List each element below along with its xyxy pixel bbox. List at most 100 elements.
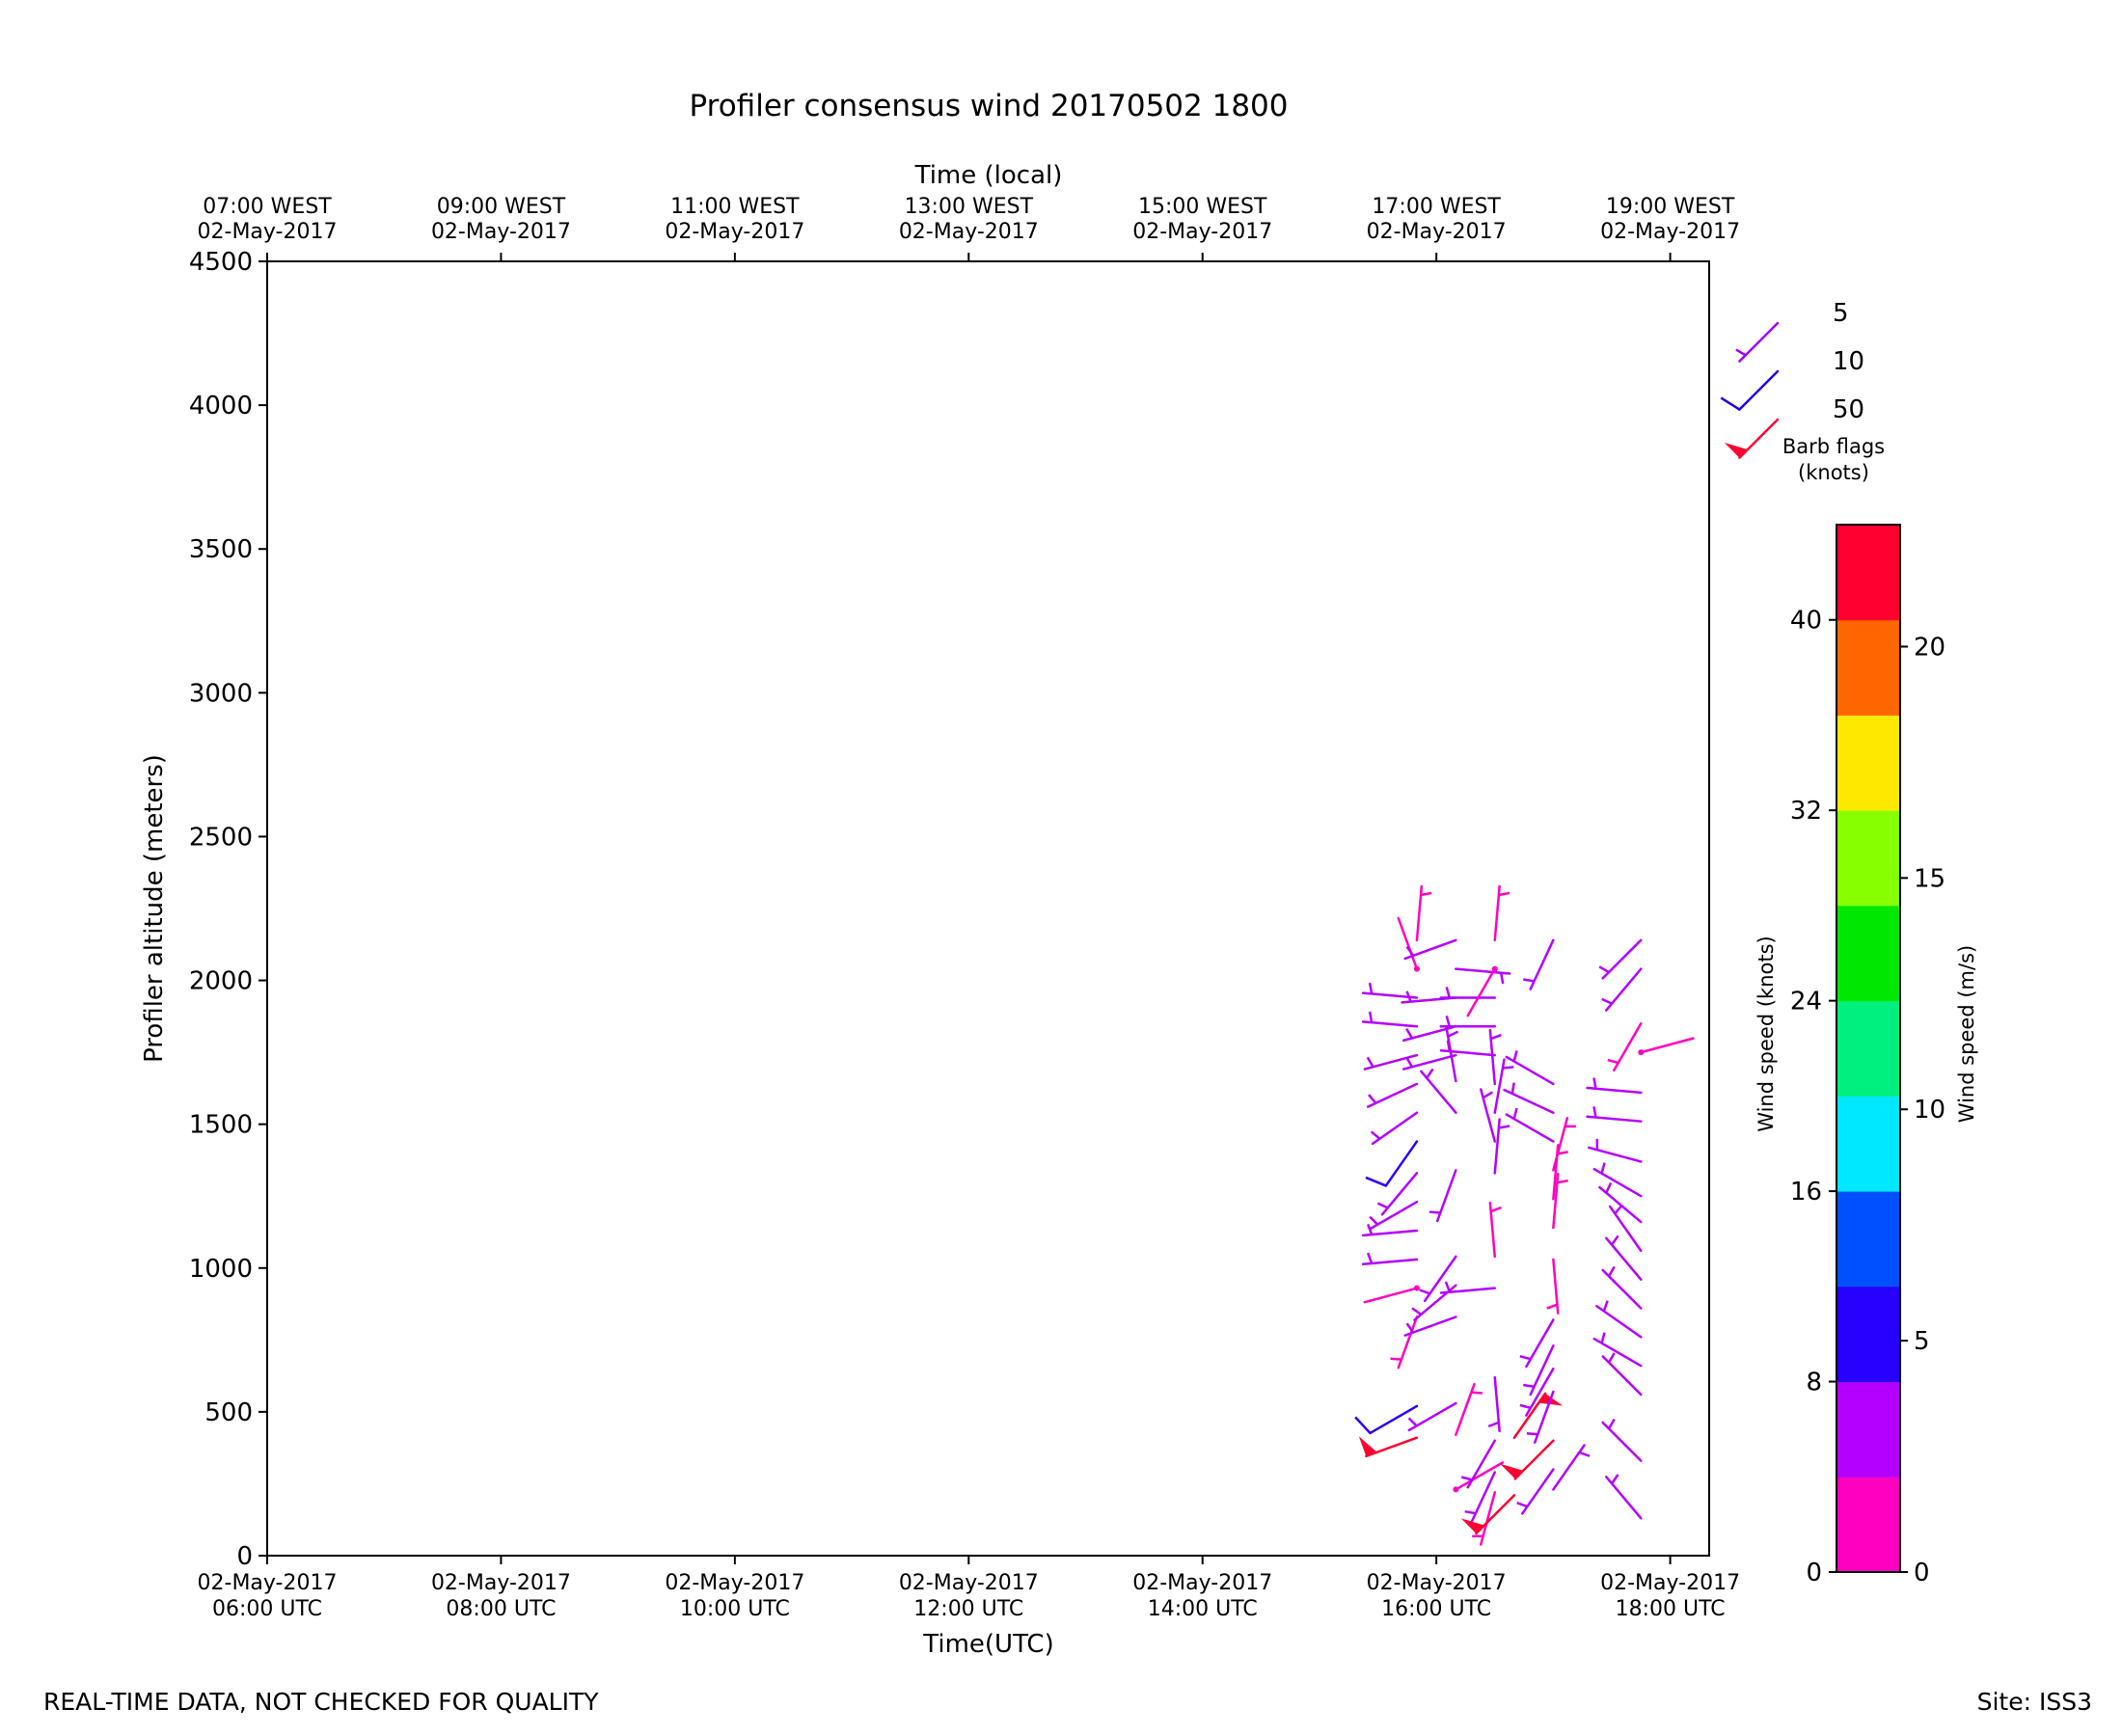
barb-staff — [1738, 418, 1780, 459]
barb-staff — [1488, 1028, 1497, 1086]
barb-staff — [1552, 1258, 1560, 1315]
wind-barb — [1460, 1439, 1497, 1489]
barb-flag — [1500, 1463, 1524, 1479]
site-label: Site: ISS3 — [1976, 1688, 2092, 1716]
wind-barb — [1500, 1439, 1555, 1480]
barb-staff — [1608, 1205, 1643, 1253]
top-tick-label-time: 11:00 WEST — [670, 195, 800, 219]
barb-staff — [1525, 1318, 1555, 1369]
wind-barb — [1455, 967, 1511, 985]
barb-staff — [1552, 1444, 1586, 1491]
wind-barb — [1480, 1088, 1497, 1143]
wind-barb — [1598, 938, 1643, 980]
wind-barb — [1488, 1201, 1502, 1259]
barb-staff — [1586, 1115, 1643, 1123]
wind-barb — [1608, 1204, 1643, 1253]
x-tick-label-time: 08:00 UTC — [446, 1597, 556, 1621]
barb-half-feather — [1368, 1011, 1374, 1023]
top-tick-label-date: 02-May-2017 — [899, 220, 1039, 244]
barb-staff — [1529, 1344, 1555, 1397]
wind-barb — [1363, 1285, 1420, 1304]
colorbar-segment — [1836, 1191, 1900, 1288]
wind-barb — [1445, 1026, 1459, 1083]
barb-staff — [1466, 967, 1497, 1017]
wind-barb — [1420, 1068, 1457, 1114]
wind-barb — [1519, 1367, 1555, 1417]
barb-staff — [1552, 1172, 1560, 1230]
barb-staff — [1533, 1390, 1555, 1444]
wind-barb — [1601, 1352, 1643, 1397]
barb-half-feather — [1405, 1322, 1415, 1334]
barb-half-feather — [1516, 1502, 1528, 1508]
barb-half-feather — [1366, 1056, 1374, 1068]
colorbar-segment — [1836, 1381, 1900, 1478]
wind-barb — [1605, 1234, 1643, 1281]
barb-half-feather — [1405, 1027, 1414, 1040]
barb-legend-label: 10 — [1833, 347, 1864, 376]
barb-half-feather — [1546, 1303, 1558, 1310]
barb-half-feather — [1460, 1476, 1473, 1481]
barb-half-feather — [1602, 1300, 1609, 1312]
barb-legend-units: (knots) — [1798, 461, 1869, 484]
barb-half-feather — [1523, 978, 1535, 983]
barb-staff — [1592, 1167, 1643, 1198]
wind-barb — [1397, 916, 1420, 972]
barb-staff — [1512, 1392, 1547, 1439]
top-tick-label-date: 02-May-2017 — [665, 220, 804, 244]
x-tick-label-date: 02-May-2017 — [1600, 1571, 1740, 1595]
barb-half-feather — [1510, 1082, 1515, 1095]
barb-staff — [1415, 884, 1424, 942]
barb-staff — [1521, 1468, 1555, 1515]
barb-staff — [1455, 1461, 1505, 1491]
colorbar-ms-label: 10 — [1914, 1096, 1945, 1125]
colorbar-label-ms: Wind speed (m/s) — [1955, 945, 1978, 1123]
barb-legend-label: 5 — [1833, 299, 1849, 328]
barb-legend: Barb flags (knots) 5 10 50 — [1720, 299, 1885, 484]
barb-staff — [1605, 1476, 1643, 1520]
barb-staff — [1455, 967, 1511, 975]
wind-barb — [1493, 1118, 1510, 1175]
x-tick-label-date: 02-May-2017 — [198, 1571, 338, 1595]
x-tick-label-time: 10:00 UTC — [680, 1597, 790, 1621]
barb-staff — [1403, 1316, 1457, 1337]
colorbar-ms-label: 15 — [1914, 864, 1945, 893]
top-axis-label: Time (local) — [914, 161, 1063, 190]
barb-staff — [1423, 1255, 1457, 1302]
barb-half-feather — [1578, 1451, 1591, 1457]
top-tick-label-time: 19:00 WEST — [1606, 195, 1735, 219]
barb-half-feather — [1445, 987, 1451, 998]
barb-legend-item: 50 — [1724, 395, 1864, 459]
barb-half-feather — [1600, 1162, 1606, 1175]
top-tick-label-time: 17:00 WEST — [1372, 195, 1501, 219]
barb-staff — [1361, 1258, 1419, 1265]
wind-barb — [1369, 1200, 1419, 1231]
wind-barb — [1464, 1471, 1497, 1523]
x-tick-label-date: 02-May-2017 — [665, 1571, 804, 1595]
wind-barb — [1487, 1375, 1501, 1433]
barb-staff — [1587, 1146, 1643, 1163]
wind-barb — [1472, 1491, 1497, 1546]
chart-title: Profiler consensus wind 20170502 1800 — [690, 89, 1289, 123]
wind-barb — [1370, 1111, 1419, 1146]
barb-staff — [1738, 321, 1780, 363]
top-tick-label-date: 02-May-2017 — [1367, 220, 1507, 244]
barb-staff — [1493, 1375, 1501, 1433]
wind-barb — [1361, 1252, 1419, 1265]
barb-staff — [1505, 1113, 1555, 1143]
barb-half-feather — [1405, 945, 1415, 957]
barb-staff — [1397, 916, 1419, 970]
barb-half-feather — [1445, 1015, 1451, 1027]
barb-full-feather — [1354, 1416, 1372, 1434]
top-tick-label-time: 13:00 WEST — [905, 195, 1034, 219]
wind-barb — [1505, 1107, 1555, 1143]
wind-barb — [1361, 1011, 1419, 1028]
barb-staff — [1371, 1111, 1419, 1146]
wind-barb — [1439, 1040, 1497, 1057]
barb-staff — [1601, 1421, 1643, 1462]
colorbar-segment — [1836, 1286, 1900, 1383]
barb-legend-item: 5 — [1735, 299, 1849, 363]
y-tick-label: 1500 — [189, 1111, 253, 1140]
colorbar-ms-label: 5 — [1914, 1327, 1930, 1356]
x-tick-label-date: 02-May-2017 — [431, 1571, 571, 1595]
barb-legend-item: 10 — [1720, 347, 1864, 411]
